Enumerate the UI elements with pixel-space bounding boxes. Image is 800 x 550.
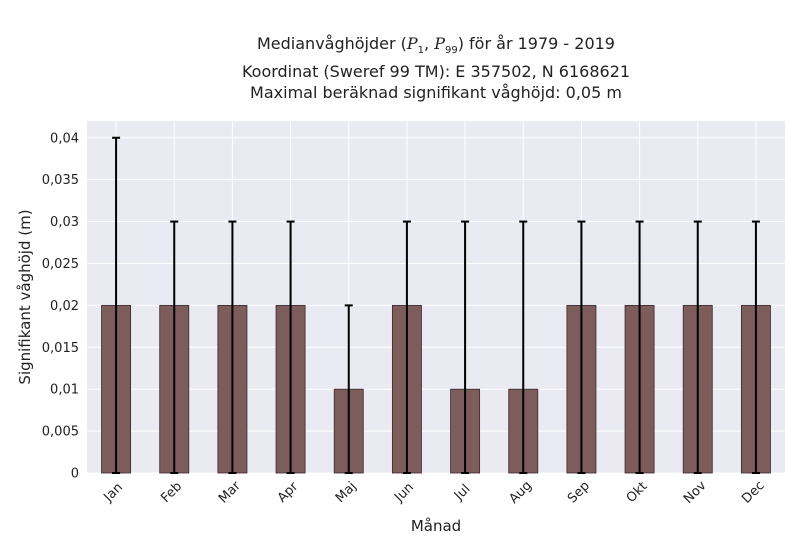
title-line-1: Medianvåghöjder (P1, P99) för år 1979 - …	[257, 34, 615, 57]
y-tick-label: 0,02	[50, 299, 79, 314]
y-tick-label: 0,035	[42, 173, 79, 188]
x-axis-label: Månad	[411, 517, 461, 535]
x-tick-label: Mar	[216, 478, 244, 506]
x-tick-label: Dec	[739, 478, 767, 506]
plot-area	[87, 121, 785, 473]
x-tick-label: Sep	[565, 479, 593, 507]
title-line-2: Koordinat (Sweref 99 TM): E 357502, N 61…	[241, 62, 631, 82]
y-tick-label: 0,025	[42, 257, 79, 272]
x-tick-label: Okt	[624, 479, 651, 506]
chart-title: Medianvåghöjder (P1, P99) för år 1979 - …	[87, 33, 785, 103]
x-tick-label: Feb	[158, 479, 185, 506]
x-tick-label: Maj	[333, 479, 360, 506]
x-tick-label: Jul	[451, 482, 473, 504]
y-axis-label: Signifikant våghöjd (m)	[16, 209, 34, 384]
x-axis: Jan Feb Mar Apr Maj Jun Jul Aug Sep Okt Nov Dec	[101, 478, 768, 507]
y-tick-label: 0,005	[42, 425, 79, 440]
y-axis: 0 0,005 0,01 0,015 0,02 0,025 0,03 0,035 0,04	[42, 131, 79, 481]
y-tick-label: 0,01	[50, 383, 79, 398]
y-tick-label: 0	[71, 467, 79, 482]
x-tick-label: Nov	[681, 478, 710, 507]
error-bars	[112, 136, 760, 474]
title-line-3: Maximal beräknad signifikant våghöjd: 0,…	[250, 83, 622, 103]
y-tick-label: 0,04	[50, 131, 79, 146]
x-tick-label: Aug	[506, 478, 535, 507]
y-tick-label: 0,03	[50, 215, 79, 230]
y-tick-label: 0,015	[42, 341, 79, 356]
x-tick-label: Jan	[101, 480, 126, 505]
x-tick-label: Jun	[391, 480, 417, 506]
x-tick-label: Apr	[275, 479, 302, 506]
